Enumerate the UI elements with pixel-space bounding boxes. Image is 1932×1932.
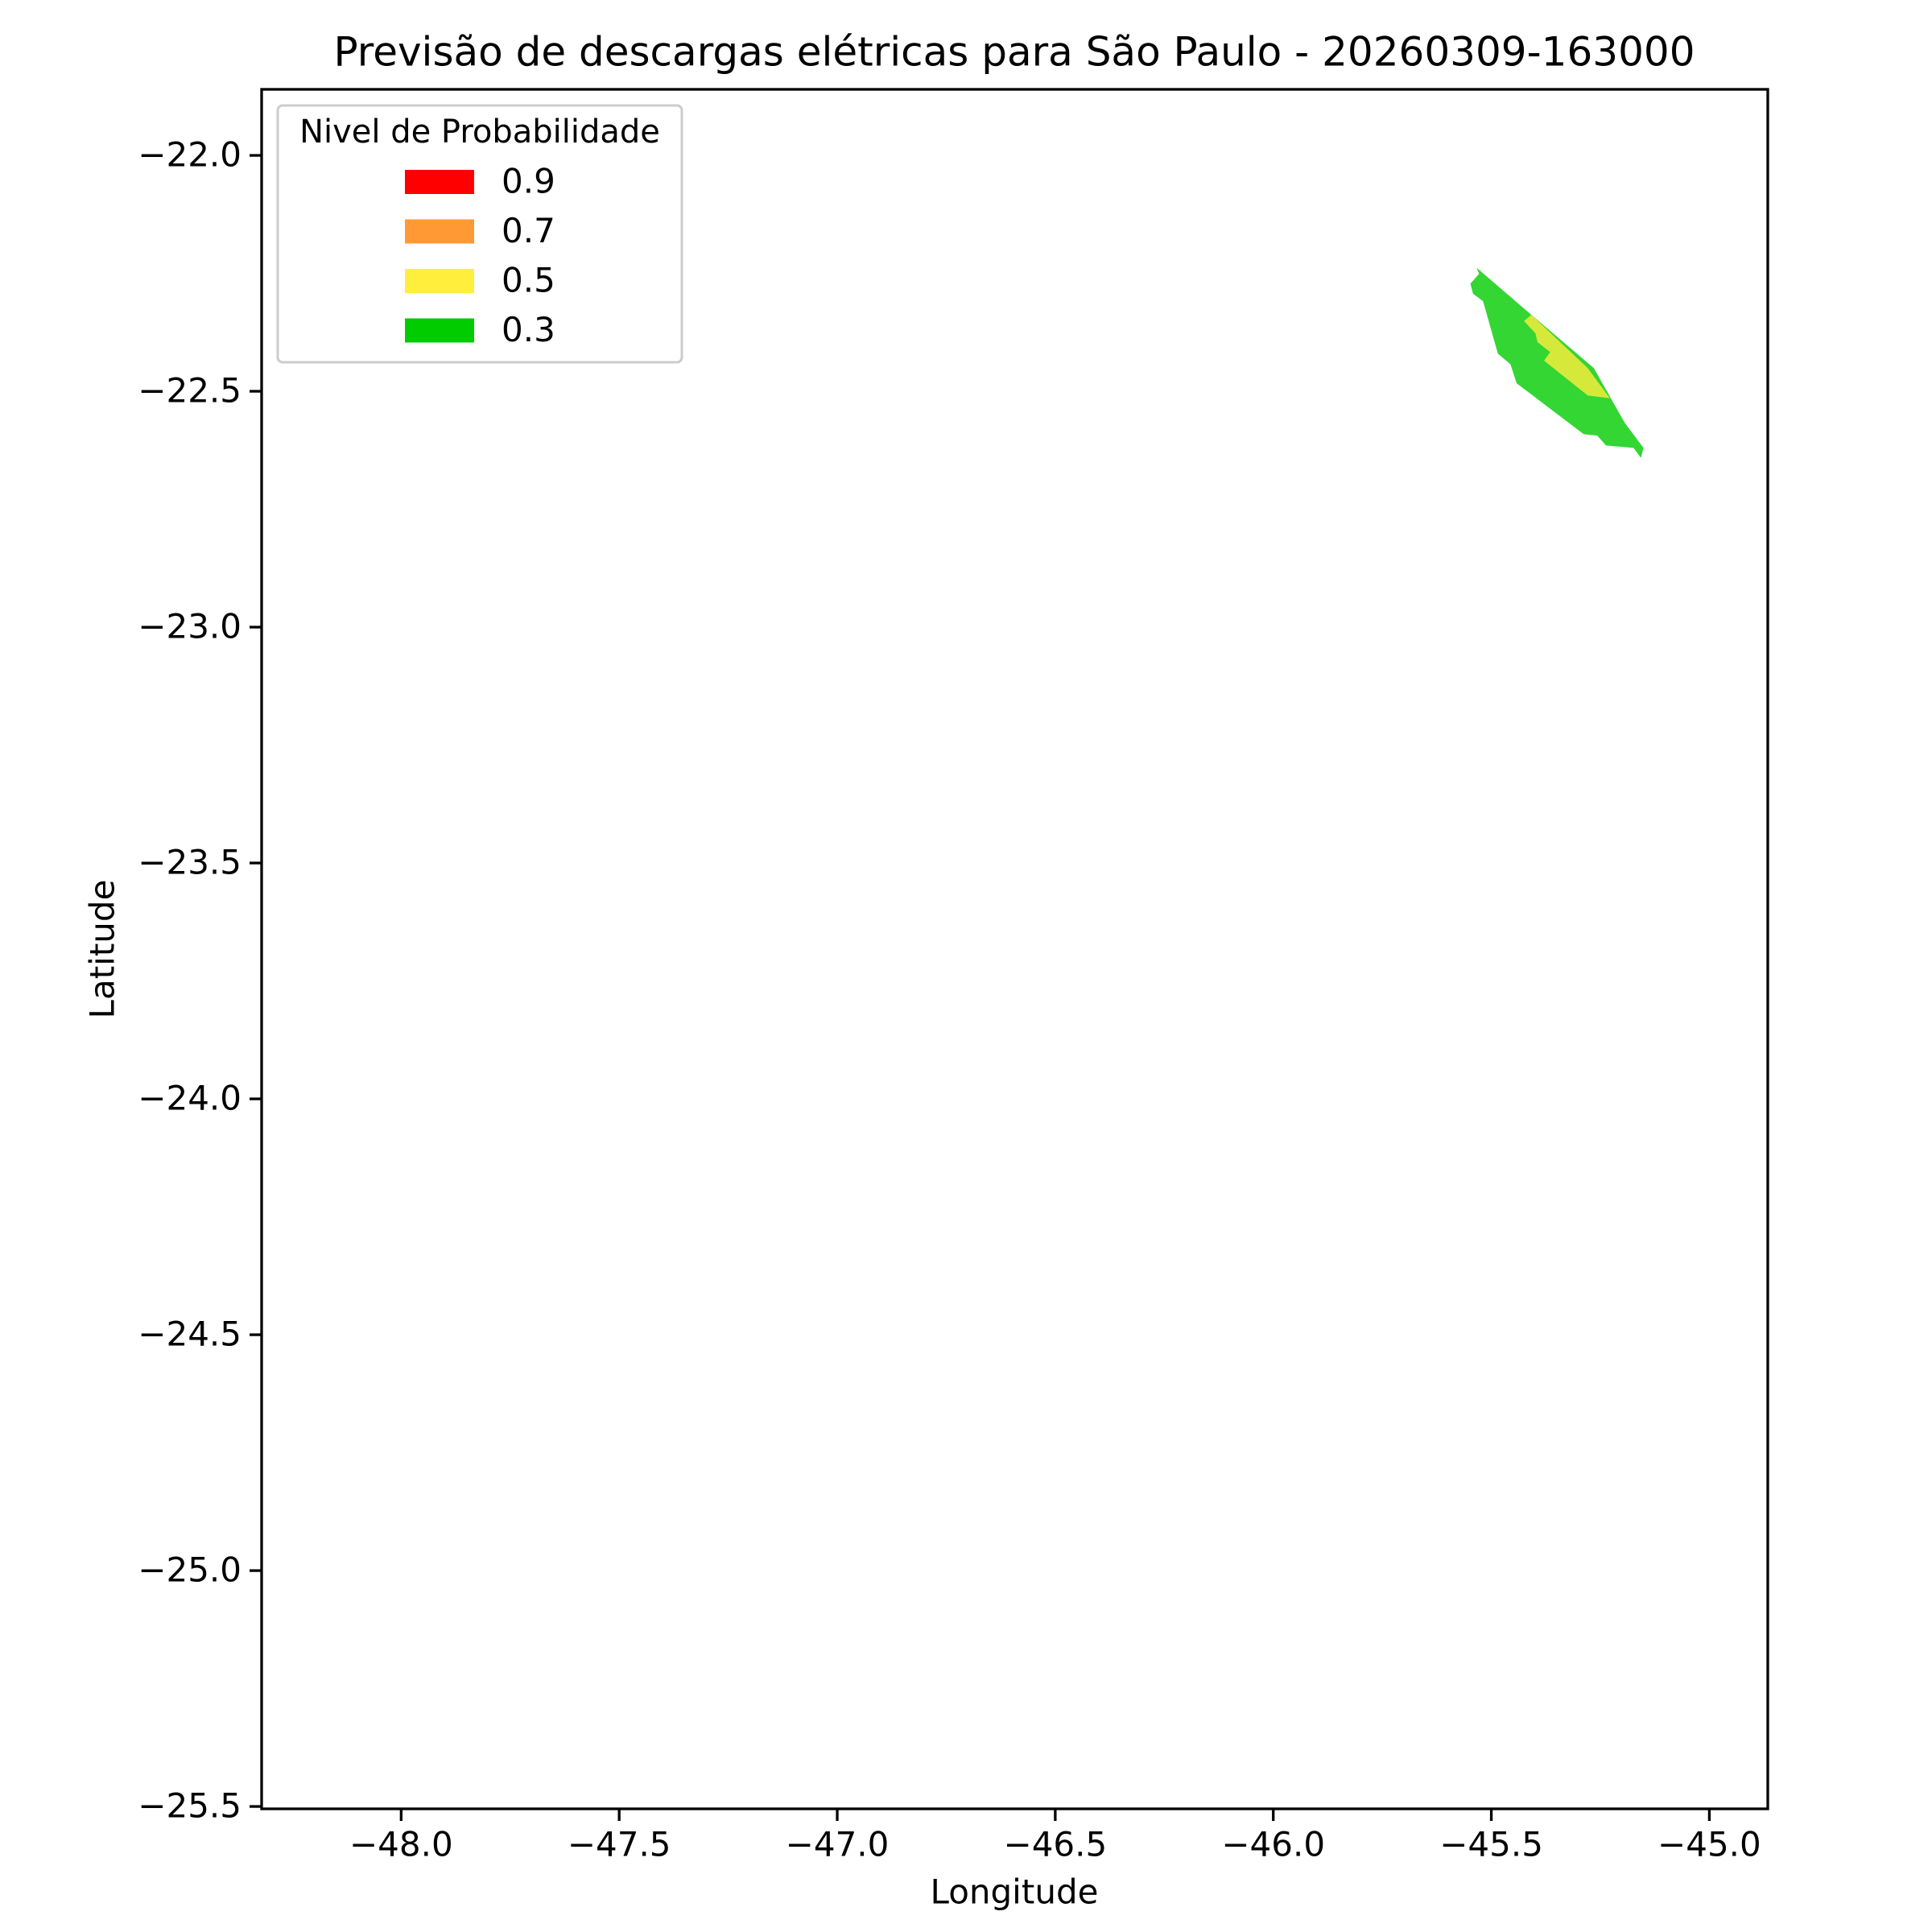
legend-label: 0.7 — [502, 211, 555, 250]
axes-frame — [260, 88, 1769, 1810]
y-tick-label: −24.0 — [138, 1079, 242, 1118]
x-tick-label: −47.0 — [786, 1825, 890, 1864]
legend-swatch — [405, 318, 474, 343]
y-tick-label: −22.5 — [138, 371, 242, 411]
legend-label: 0.5 — [502, 261, 555, 300]
y-tick-label: −23.0 — [138, 607, 242, 646]
legend-swatch — [405, 170, 474, 194]
legend-swatch — [405, 219, 474, 244]
x-tick-label: −46.5 — [1004, 1825, 1108, 1864]
x-tick-label: −46.0 — [1221, 1825, 1325, 1864]
legend-title: Nivel de Probabilidade — [299, 114, 660, 151]
x-tick-label: −47.5 — [568, 1825, 671, 1864]
x-tick-label: −45.0 — [1657, 1825, 1761, 1864]
x-tick-label: −45.5 — [1439, 1825, 1543, 1864]
y-tick-label: −22.0 — [138, 135, 242, 175]
legend-frame — [276, 104, 683, 364]
legend-label: 0.3 — [502, 310, 555, 349]
legend-swatch — [405, 269, 474, 293]
y-tick-label: −24.5 — [138, 1315, 242, 1354]
legend: Nivel de Probabilidade 0.9 0.7 0.5 0.3 — [276, 104, 683, 364]
y-tick-label: −25.5 — [138, 1786, 242, 1826]
contour-region — [1524, 315, 1610, 398]
chart-title: Previsão de descargas elétricas para São… — [333, 29, 1695, 76]
x-tick-label: −48.0 — [349, 1825, 453, 1864]
y-axis-label: Latitude — [83, 880, 122, 1019]
y-tick-label: −25.0 — [138, 1550, 242, 1590]
x-axis-label: Longitude — [931, 1872, 1099, 1912]
y-tick-label: −23.5 — [138, 843, 242, 882]
legend-label: 0.9 — [502, 162, 555, 201]
